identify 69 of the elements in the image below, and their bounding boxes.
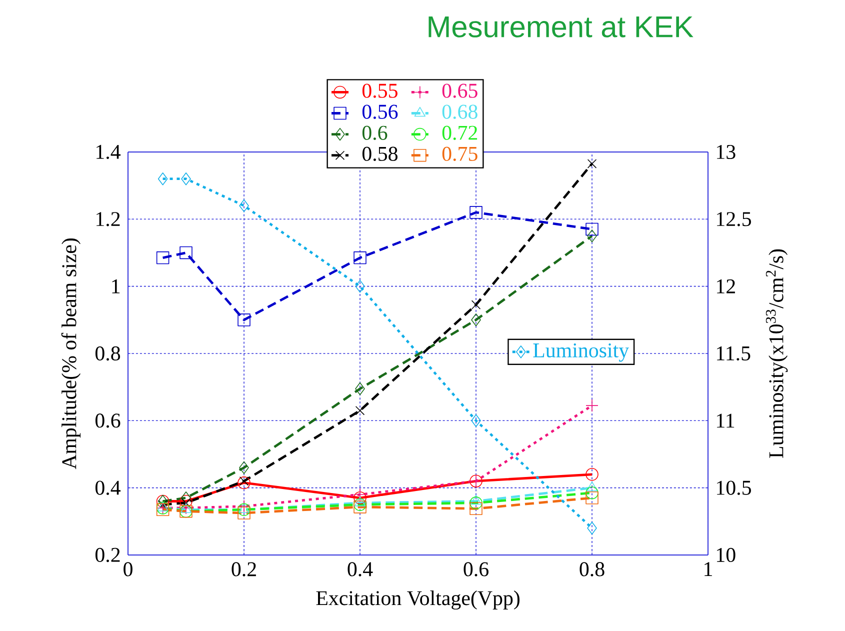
x-tick-label: 0 <box>124 562 132 576</box>
legend-label: 0.6 <box>362 126 388 140</box>
point <box>471 414 481 428</box>
point <box>354 251 366 264</box>
point <box>587 159 597 168</box>
point <box>238 506 250 520</box>
point <box>587 522 597 534</box>
y2-tick-label: 10 <box>717 548 736 562</box>
y-tick-label: 0.8 <box>95 346 120 361</box>
point <box>180 494 192 508</box>
point <box>586 222 598 236</box>
y-tick-label: 1.2 <box>96 212 120 226</box>
y-tick-label: 1.4 <box>96 144 121 160</box>
point <box>471 300 481 310</box>
point <box>181 492 191 504</box>
point <box>181 172 191 186</box>
point <box>470 502 482 516</box>
point <box>239 461 249 474</box>
point <box>586 399 598 412</box>
legend-label: 0.56 <box>362 104 398 119</box>
point <box>586 468 598 481</box>
chart-title: Mesurement at KEK <box>428 16 694 38</box>
x-tick-label: 0.8 <box>580 562 604 576</box>
x-tick-label: 0.2 <box>232 562 256 576</box>
point <box>586 492 598 504</box>
y-tick-label: 0.4 <box>95 480 121 495</box>
y2-tick-label: 11 <box>717 414 734 428</box>
y2-tick-label: 12.5 <box>717 212 751 226</box>
point <box>156 251 170 264</box>
legend-label: 0.68 <box>442 104 478 119</box>
x-axis-title: Excitation Voltage(Vpp) <box>316 590 520 610</box>
legend-label: Luminosity <box>533 343 629 362</box>
y-axis-title: Amplitude(% of beam size) <box>61 238 81 470</box>
point <box>587 230 597 242</box>
point <box>354 500 366 514</box>
point <box>354 488 366 501</box>
y-tick-label: 0.2 <box>95 548 120 562</box>
y2-tick-label: 12 <box>717 279 735 294</box>
point <box>355 382 365 396</box>
point <box>355 406 365 416</box>
point <box>238 314 250 326</box>
x-tick-label: 1 <box>704 562 712 576</box>
legend-label: 0.65 <box>442 84 478 98</box>
point <box>354 496 366 506</box>
point <box>354 492 366 504</box>
y-tick-label: 0.6 <box>95 414 120 428</box>
point <box>470 496 482 510</box>
legend-label: 0.55 <box>362 84 398 98</box>
legend-label: 0.75 <box>442 146 478 162</box>
point <box>238 503 250 514</box>
point <box>180 246 192 260</box>
point <box>158 172 168 186</box>
legend-label: 0.58 <box>362 146 398 162</box>
point <box>470 206 482 219</box>
point <box>238 476 250 490</box>
point <box>470 494 482 505</box>
point <box>586 481 598 492</box>
x-tick-label: 0.6 <box>464 562 488 576</box>
y2-tick-label: 11.5 <box>717 346 750 361</box>
y-tick-label: 1 <box>112 279 120 294</box>
point <box>239 199 249 212</box>
y2-tick-label: 10.5 <box>717 480 751 495</box>
point <box>238 500 250 513</box>
point <box>471 314 481 326</box>
point <box>355 280 365 293</box>
legend-label: 0.72 <box>442 126 478 140</box>
x-tick-label: 0.4 <box>348 562 373 576</box>
y2-axis-title: Luminosity(x10$^{33}$/cm$^{2}$/s) <box>766 249 788 458</box>
y2-tick-label: 13 <box>717 144 736 160</box>
